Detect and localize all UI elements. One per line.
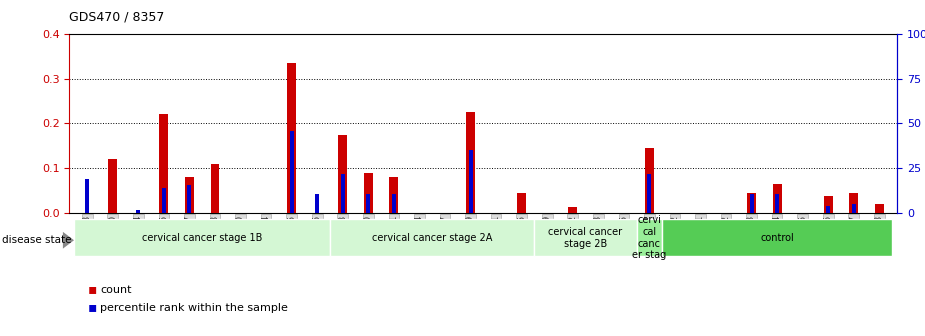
Bar	[469, 151, 473, 213]
Polygon shape	[63, 232, 74, 249]
Text: cervi
cal
canc
er stag: cervi cal canc er stag	[633, 215, 667, 260]
Bar	[466, 112, 475, 213]
Bar	[517, 193, 526, 213]
Bar	[645, 148, 654, 213]
Bar	[389, 177, 399, 213]
Bar	[366, 194, 370, 213]
Bar	[364, 173, 373, 213]
Text: ▪: ▪	[88, 300, 97, 314]
Bar	[185, 177, 194, 213]
Bar	[136, 210, 141, 213]
Text: cervical cancer stage 1B: cervical cancer stage 1B	[142, 233, 263, 243]
Bar	[824, 196, 833, 213]
Text: GDS470 / 8357: GDS470 / 8357	[69, 10, 165, 23]
Bar	[772, 184, 782, 213]
Bar	[392, 194, 396, 213]
Bar	[287, 63, 296, 213]
Bar	[159, 115, 168, 213]
Bar	[826, 206, 831, 213]
Bar	[568, 207, 577, 213]
Bar	[775, 194, 779, 213]
Text: count: count	[100, 285, 131, 295]
FancyBboxPatch shape	[636, 219, 662, 256]
Bar	[849, 193, 858, 213]
Text: cervical cancer stage 2A: cervical cancer stage 2A	[372, 233, 492, 243]
Bar	[340, 174, 345, 213]
Bar	[315, 194, 319, 213]
FancyBboxPatch shape	[330, 219, 535, 256]
Text: control: control	[760, 233, 794, 243]
FancyBboxPatch shape	[662, 219, 892, 256]
Bar	[108, 160, 117, 213]
Bar	[85, 179, 90, 213]
Bar	[749, 194, 754, 213]
Bar	[852, 204, 856, 213]
Bar	[188, 184, 191, 213]
Bar	[290, 131, 293, 213]
FancyBboxPatch shape	[75, 219, 330, 256]
Bar	[339, 135, 347, 213]
Text: cervical cancer
stage 2B: cervical cancer stage 2B	[549, 227, 623, 249]
Bar	[162, 188, 166, 213]
Text: disease state: disease state	[2, 235, 71, 245]
Text: percentile rank within the sample: percentile rank within the sample	[100, 303, 288, 313]
Bar	[648, 174, 651, 213]
Bar	[747, 193, 756, 213]
FancyBboxPatch shape	[535, 219, 636, 256]
Bar	[211, 164, 219, 213]
Text: ▪: ▪	[88, 282, 97, 296]
Bar	[875, 204, 883, 213]
